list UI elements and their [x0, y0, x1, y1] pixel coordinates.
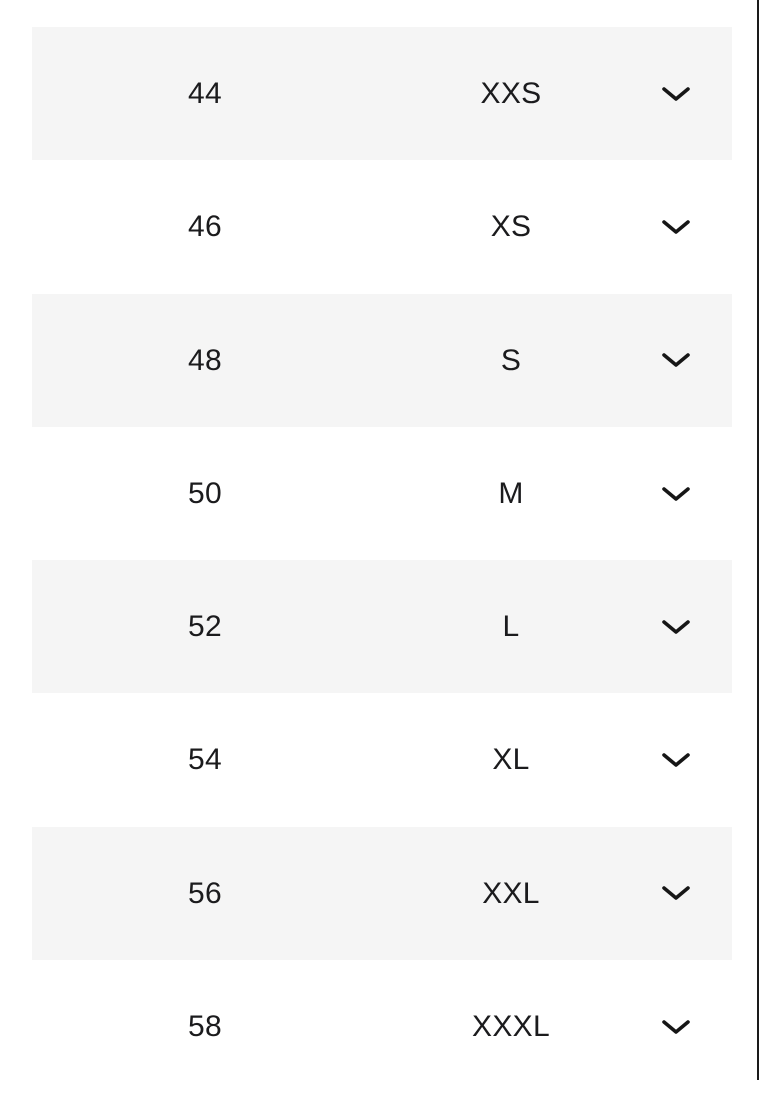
size-row[interactable]: 48 S: [32, 293, 732, 427]
chevron-down-icon[interactable]: [632, 693, 720, 826]
right-border-line: [757, 0, 759, 1080]
chevron-down-icon[interactable]: [632, 160, 720, 293]
letter-size-label: XXS: [480, 77, 542, 110]
numeric-size-label: 52: [188, 610, 222, 644]
letter-size-label: XL: [492, 743, 530, 777]
numeric-size-label: 58: [188, 1010, 222, 1044]
size-table: 44 XXS 46 XS 48 S 50 M: [32, 27, 732, 1093]
size-row[interactable]: 44 XXS: [32, 27, 732, 161]
numeric-size-label: 44: [188, 77, 222, 110]
size-row[interactable]: 50 M: [32, 426, 732, 561]
chevron-down-icon[interactable]: [632, 27, 720, 160]
size-row[interactable]: 56 XXL: [32, 826, 732, 961]
chevron-down-icon[interactable]: [632, 827, 720, 960]
numeric-size-label: 54: [188, 743, 222, 777]
size-row[interactable]: 52 L: [32, 560, 732, 694]
chevron-down-icon[interactable]: [632, 960, 720, 1093]
letter-size-label: S: [500, 343, 522, 377]
numeric-size-label: 56: [188, 876, 222, 910]
numeric-size-label: 50: [188, 476, 222, 510]
letter-size-label: M: [498, 476, 524, 510]
letter-size-label: XXL: [482, 876, 540, 910]
chevron-down-icon[interactable]: [632, 427, 720, 560]
numeric-size-label: 48: [188, 343, 222, 377]
letter-size-label: XS: [490, 210, 532, 244]
size-row[interactable]: 46 XS: [32, 160, 732, 294]
letter-size-label: XXXL: [472, 1010, 550, 1044]
letter-size-label: L: [502, 610, 520, 644]
size-row[interactable]: 54 XL: [32, 693, 732, 827]
size-row[interactable]: 58 XXXL: [32, 960, 732, 1093]
chevron-down-icon[interactable]: [632, 294, 720, 427]
chevron-down-icon[interactable]: [632, 560, 720, 693]
numeric-size-label: 46: [188, 210, 222, 244]
